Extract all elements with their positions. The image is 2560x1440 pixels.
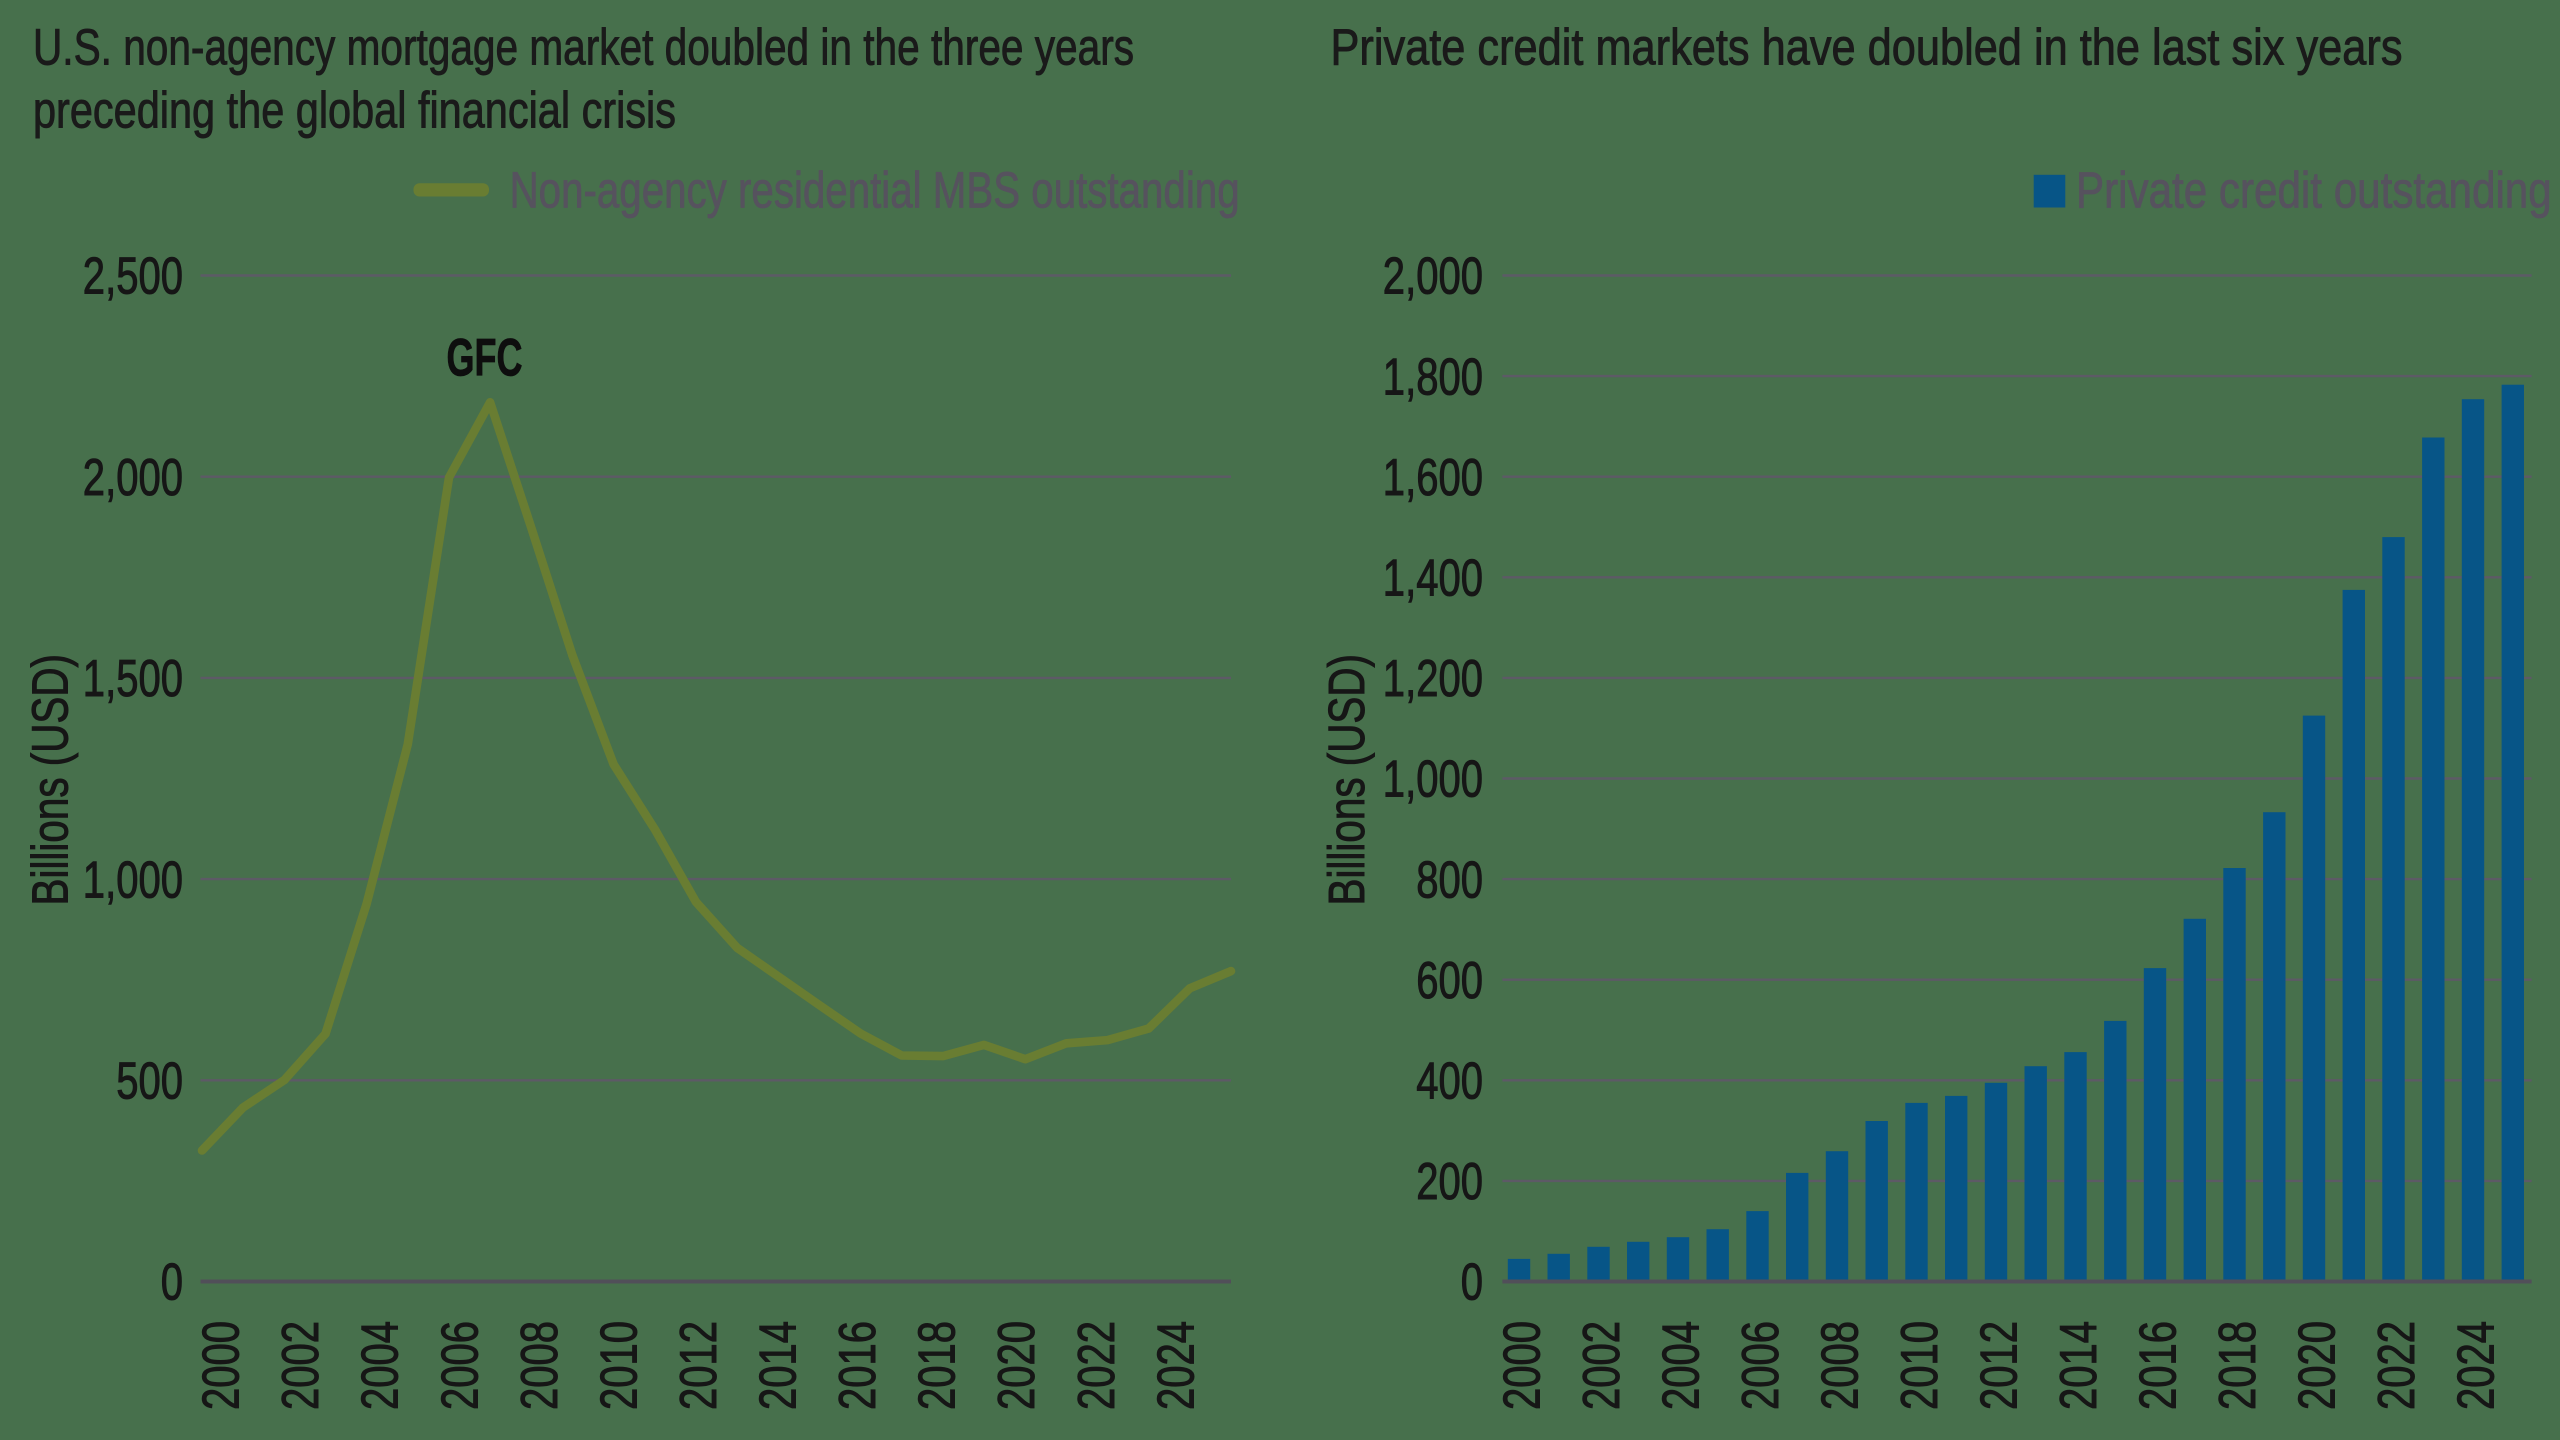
svg-text:1,500: 1,500 xyxy=(83,650,183,708)
svg-text:800: 800 xyxy=(1416,851,1483,909)
svg-text:Billions (USD): Billions (USD) xyxy=(21,654,78,906)
svg-text:1,000: 1,000 xyxy=(1383,751,1483,809)
svg-text:preceding the global financial: preceding the global financial crisis xyxy=(33,82,676,139)
svg-text:2,000: 2,000 xyxy=(83,449,183,507)
svg-text:500: 500 xyxy=(116,1053,183,1111)
svg-text:2008: 2008 xyxy=(1812,1321,1870,1410)
svg-text:0: 0 xyxy=(161,1254,183,1312)
svg-text:2014: 2014 xyxy=(2050,1321,2108,1410)
svg-text:400: 400 xyxy=(1416,1053,1483,1111)
svg-text:2018: 2018 xyxy=(2209,1321,2267,1410)
svg-text:1,200: 1,200 xyxy=(1383,650,1483,708)
svg-text:1,000: 1,000 xyxy=(83,851,183,909)
svg-text:2,500: 2,500 xyxy=(83,248,183,306)
svg-text:2006: 2006 xyxy=(1732,1321,1790,1410)
svg-text:2008: 2008 xyxy=(511,1321,569,1410)
svg-text:2020: 2020 xyxy=(988,1321,1046,1410)
svg-text:2022: 2022 xyxy=(2368,1321,2426,1410)
svg-text:2006: 2006 xyxy=(431,1321,489,1410)
svg-text:2000: 2000 xyxy=(193,1321,251,1410)
svg-text:2000: 2000 xyxy=(1494,1321,1552,1410)
svg-text:2004: 2004 xyxy=(352,1321,410,1410)
svg-text:2002: 2002 xyxy=(272,1321,330,1410)
svg-text:1,400: 1,400 xyxy=(1383,550,1483,608)
svg-text:2022: 2022 xyxy=(1068,1321,1126,1410)
svg-text:1,600: 1,600 xyxy=(1383,449,1483,507)
svg-text:200: 200 xyxy=(1416,1153,1483,1211)
svg-text:Private credit markets have do: Private credit markets have doubled in t… xyxy=(1331,19,2403,76)
svg-text:1,800: 1,800 xyxy=(1383,348,1483,406)
svg-text:2012: 2012 xyxy=(1971,1321,2029,1410)
svg-text:0: 0 xyxy=(1461,1254,1483,1312)
svg-text:2014: 2014 xyxy=(750,1321,808,1410)
svg-text:U.S. non-agency mortgage marke: U.S. non-agency mortgage market doubled … xyxy=(33,19,1134,76)
svg-text:2016: 2016 xyxy=(2130,1321,2188,1410)
svg-text:2016: 2016 xyxy=(829,1321,887,1410)
svg-text:2002: 2002 xyxy=(1573,1321,1631,1410)
svg-text:2010: 2010 xyxy=(590,1321,648,1410)
svg-text:2004: 2004 xyxy=(1653,1321,1711,1410)
svg-text:Billions (USD): Billions (USD) xyxy=(1318,654,1375,906)
svg-text:Private credit outstanding: Private credit outstanding xyxy=(2076,162,2552,219)
svg-text:600: 600 xyxy=(1416,952,1483,1010)
svg-text:2024: 2024 xyxy=(2448,1321,2506,1410)
svg-text:2010: 2010 xyxy=(1891,1321,1949,1410)
svg-text:GFC: GFC xyxy=(447,329,523,388)
svg-text:2012: 2012 xyxy=(670,1321,728,1410)
svg-text:2020: 2020 xyxy=(2289,1321,2347,1410)
svg-text:Non-agency residential MBS out: Non-agency residential MBS outstanding xyxy=(510,162,1240,219)
svg-text:2018: 2018 xyxy=(909,1321,967,1410)
svg-text:2024: 2024 xyxy=(1147,1321,1205,1410)
svg-text:2,000: 2,000 xyxy=(1383,248,1483,306)
